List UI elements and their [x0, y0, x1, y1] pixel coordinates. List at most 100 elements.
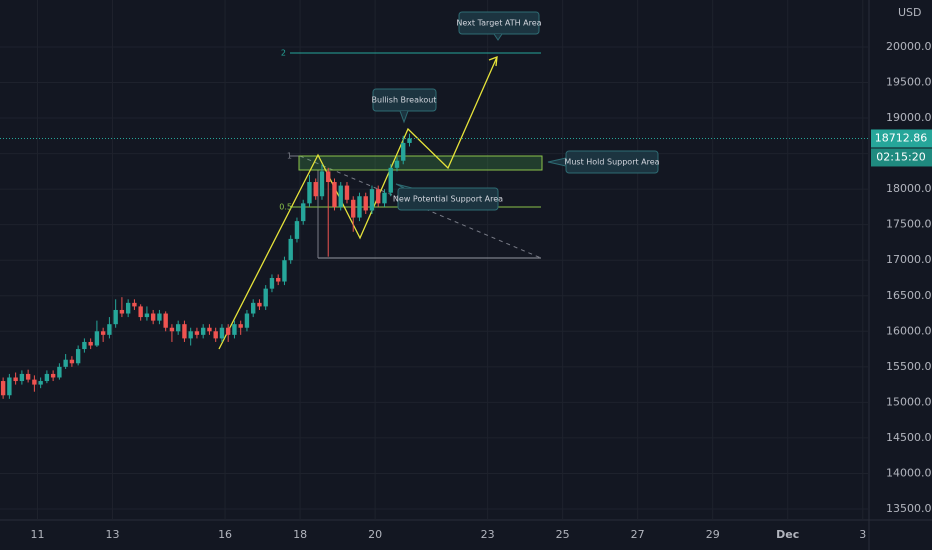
candle-body	[119, 309, 125, 314]
y-tick-label: 18000.00	[886, 182, 932, 195]
candle-body	[25, 373, 31, 380]
candle-body	[332, 182, 337, 207]
candle-body	[382, 192, 387, 204]
candle-body	[194, 331, 200, 335]
fib-label: 2	[281, 49, 286, 58]
support-zone	[298, 155, 543, 171]
x-tick-label: 13	[106, 528, 120, 541]
y-tick-label: 14500.00	[886, 431, 932, 444]
x-tick-label: 16	[218, 528, 232, 541]
projection	[218, 56, 498, 350]
callout-pointer	[399, 110, 409, 124]
y-tick-label: 16500.00	[886, 289, 932, 302]
annotation: Must Hold Support Area	[564, 158, 659, 167]
candle-body	[69, 359, 75, 364]
candle-body	[363, 196, 368, 211]
y-tick-label: 17500.00	[886, 218, 932, 231]
price-tag	[871, 129, 932, 148]
candle-body	[238, 324, 243, 328]
candle-body	[0, 381, 6, 396]
candle-body	[200, 327, 206, 335]
annotation: Next Target ATH Area	[456, 19, 541, 28]
candle-body	[38, 381, 43, 385]
candle-body	[150, 313, 156, 321]
candle-body	[175, 324, 181, 332]
candle-body	[401, 142, 406, 161]
candle-body	[169, 327, 175, 332]
candle-body	[376, 189, 381, 204]
candle-body	[19, 373, 25, 382]
candles	[0, 133, 412, 399]
candle-body	[57, 366, 62, 378]
callout-pointer	[395, 183, 413, 189]
candle-body	[82, 341, 87, 350]
y-tick-label: 15500.00	[886, 360, 932, 373]
currency-bg	[875, 4, 932, 22]
fib-label: 1	[287, 152, 292, 161]
candle-body	[100, 331, 106, 335]
candle-body	[75, 349, 81, 364]
candle-body	[294, 221, 300, 239]
candle-body	[288, 238, 293, 261]
candle-body	[251, 302, 256, 314]
candle-body	[282, 260, 287, 282]
candle-body	[344, 185, 350, 200]
x-tick-label: 27	[631, 528, 645, 541]
candle-body	[388, 167, 393, 193]
y-tick-label: 17000.00	[886, 253, 932, 266]
candle-body	[369, 189, 375, 211]
x-tick-label: 11	[31, 528, 45, 541]
x-tick-label: 23	[481, 528, 495, 541]
candle-body	[276, 277, 281, 282]
candle-body	[7, 377, 12, 396]
candle-body	[232, 324, 237, 335]
countdown-tag	[871, 148, 932, 167]
candle-body	[113, 309, 118, 325]
candle-body	[269, 277, 275, 289]
price-label: 18712.86	[875, 131, 928, 144]
fib-label: 0.5	[279, 203, 292, 212]
x-tick-label: 25	[556, 528, 570, 541]
y-tick-label: 19500.00	[886, 76, 932, 89]
callout-pointer	[547, 157, 567, 167]
annotation: New Potential Support Area	[393, 195, 503, 204]
x-tick-label: 20	[368, 528, 382, 541]
x-tick-label: Dec	[776, 528, 799, 541]
candle-body	[351, 199, 356, 218]
candle-body	[125, 302, 131, 314]
callout	[397, 187, 499, 211]
candle-body	[207, 327, 212, 332]
y-tick-label: 16000.00	[886, 324, 932, 337]
candle-body	[163, 313, 168, 328]
candle-body	[188, 331, 193, 339]
countdown: 02:15:20	[876, 150, 925, 163]
candle-body	[226, 327, 231, 335]
candle-body	[257, 302, 262, 307]
candle-body	[219, 327, 225, 339]
candle-body	[313, 182, 318, 197]
candle-body	[338, 185, 343, 207]
y-tick-label: 13500.00	[886, 502, 932, 515]
candle-body	[213, 331, 218, 339]
arrow-head	[488, 56, 498, 67]
candle-body	[32, 379, 37, 385]
candle-body	[63, 359, 68, 367]
callout-pointer	[493, 33, 503, 41]
candle-body	[407, 138, 412, 143]
candle-body	[319, 171, 325, 197]
candle-body	[357, 196, 362, 218]
candle-body	[88, 341, 93, 346]
x-tick-label: 3	[859, 528, 866, 541]
x-tick-label: 18	[293, 528, 307, 541]
candle-body	[394, 160, 400, 168]
y-tick-label: 20000.00	[886, 40, 932, 53]
currency: USD	[898, 6, 922, 19]
y-tick-label: 14000.00	[886, 466, 932, 479]
candle-body	[263, 288, 268, 307]
candle-body	[107, 324, 112, 335]
y-tick-label: 15000.00	[886, 395, 932, 408]
candle-body	[144, 313, 150, 318]
